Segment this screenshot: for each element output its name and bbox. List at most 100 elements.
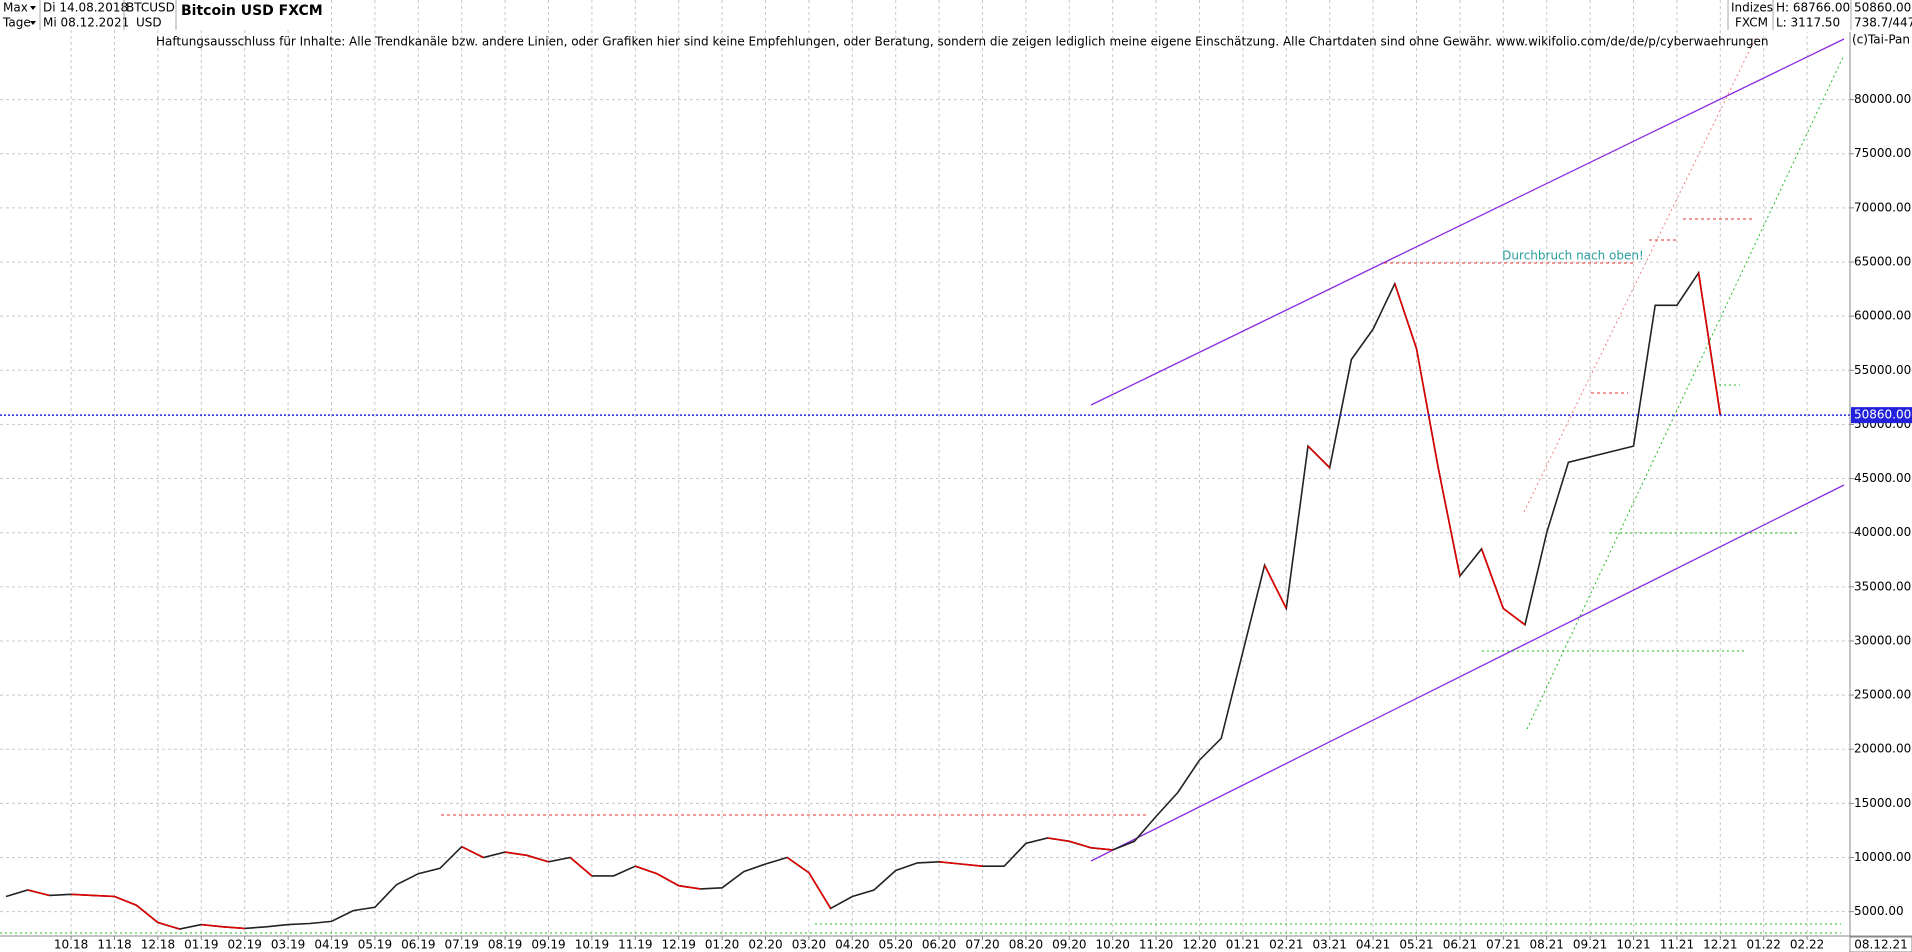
y-tick-label: 15000.00 xyxy=(1854,796,1911,810)
x-tick-label: 04.20 xyxy=(835,938,869,952)
falling-segment xyxy=(526,854,549,863)
x-tick-label: 11.18 xyxy=(97,938,131,952)
x-tick-label: 12.19 xyxy=(662,938,696,952)
date-box xyxy=(1849,936,1912,952)
y-tick-label: 45000.00 xyxy=(1854,471,1911,485)
date: Mi 08.12.2021 xyxy=(43,16,129,30)
x-tick-label: 12.21 xyxy=(1703,938,1737,952)
falling-segment xyxy=(504,851,527,857)
falling-segment xyxy=(678,884,701,890)
falling-segment xyxy=(1069,840,1092,849)
x-tick-label: 02.19 xyxy=(228,938,262,952)
x-tick-label: 07.21 xyxy=(1486,938,1520,952)
falling-segment xyxy=(635,865,658,875)
x-tick-label: 07.19 xyxy=(445,938,479,952)
x-tick-label: 01.21 xyxy=(1226,938,1260,952)
control[interactable]: Tage xyxy=(2,16,31,30)
x-tick-label: 09.20 xyxy=(1052,938,1086,952)
x-tick-label: 01.19 xyxy=(184,938,218,952)
y-tick-label: 55000.00 xyxy=(1854,363,1911,377)
header: Max Tage Di 14.08.2018 Mi 08.12.2021 BTC… xyxy=(0,0,1912,49)
falling-segment xyxy=(135,904,159,924)
x-tick-label: 10.20 xyxy=(1096,938,1130,952)
falling-segment xyxy=(114,895,137,906)
y-tick-label: 20000.00 xyxy=(1854,742,1911,756)
trend-diagonal xyxy=(1523,36,1757,513)
header-box xyxy=(1728,0,1912,32)
annotation: Durchbruch nach oben! xyxy=(1502,249,1644,263)
copyright: (c)Tai-Pan xyxy=(1852,33,1910,47)
info: 738.7/447 xyxy=(1854,16,1912,30)
exchange: Indizes xyxy=(1731,1,1773,15)
y-tick-label: 5000.00 xyxy=(1854,904,1904,918)
x-tick-label: 03.19 xyxy=(271,938,305,952)
falling-segment xyxy=(1394,283,1418,349)
x-tick-label: 06.19 xyxy=(401,938,435,952)
x-tick-label: 05.19 xyxy=(358,938,392,952)
falling-segment xyxy=(656,873,680,887)
y-tick-label: 35000.00 xyxy=(1854,579,1911,593)
header-box xyxy=(0,0,300,30)
falling-segment xyxy=(1697,272,1722,416)
plot xyxy=(0,270,1850,930)
x-tick-label: 09.21 xyxy=(1573,938,1607,952)
x-tick-label: 10.19 xyxy=(575,938,609,952)
x-tick-label: 09.19 xyxy=(531,938,565,952)
disclaimer: Haftungsausschluss für Inhalte: Alle Tre… xyxy=(156,35,1769,49)
falling-segment xyxy=(960,863,983,867)
y-tick-label: 60000.00 xyxy=(1854,309,1911,323)
x-tick-label: 02.20 xyxy=(748,938,782,952)
low: L: 3117.50 xyxy=(1776,16,1840,30)
falling-segment xyxy=(461,845,484,859)
grid xyxy=(0,0,1850,936)
last-price-box xyxy=(1851,407,1912,424)
y-tick-label: 75000.00 xyxy=(1854,146,1911,160)
x-tick-label: 02.22 xyxy=(1790,938,1824,952)
falling-segment xyxy=(808,872,832,909)
x-tick-label: 12.18 xyxy=(141,938,175,952)
x-tick-label: 10.18 xyxy=(54,938,88,952)
last-price-label: 50860.00 xyxy=(1854,408,1911,422)
control[interactable]: Max xyxy=(3,1,28,15)
channel-upper xyxy=(1090,38,1845,406)
date: Di 14.08.2018 xyxy=(43,1,128,15)
y-tick-label: 70000.00 xyxy=(1854,200,1911,214)
falling-segment xyxy=(157,921,180,930)
falling-segment xyxy=(1415,348,1439,468)
x-tick-label: 04.21 xyxy=(1356,938,1390,952)
trend-diagonal xyxy=(1526,54,1845,730)
symbol: BTCUSD xyxy=(126,1,175,15)
falling-segment xyxy=(1090,846,1113,851)
falling-segment xyxy=(1480,548,1505,609)
falling-segment xyxy=(1502,607,1526,626)
y-tick-label: 10000.00 xyxy=(1854,850,1911,864)
x-tick-label: 08.19 xyxy=(488,938,522,952)
currency: USD xyxy=(136,16,162,30)
falling-segment xyxy=(1307,445,1331,469)
y-tick-label: 30000.00 xyxy=(1854,633,1911,647)
x-tick-label: 03.20 xyxy=(792,938,826,952)
falling-segment xyxy=(71,893,93,897)
x-tick-label: 01.22 xyxy=(1747,938,1781,952)
last: 50860.00 xyxy=(1854,1,1911,15)
axes: 5000.00 10000.00 15000.00 20000.00 25000.00 3… xyxy=(54,92,1912,952)
high: H: 68766.00 xyxy=(1776,1,1850,15)
x-tick-label: 11.19 xyxy=(618,938,652,952)
x-tick-label: 10.21 xyxy=(1616,938,1650,952)
x-tick-label: 06.21 xyxy=(1443,938,1477,952)
falling-segment xyxy=(569,856,593,877)
y-tick-label: 25000.00 xyxy=(1854,688,1911,702)
falling-segment xyxy=(27,889,50,897)
x-tick-label: 11.21 xyxy=(1660,938,1694,952)
chart-title: Bitcoin USD FXCM xyxy=(181,3,323,19)
falling-segment xyxy=(222,925,245,930)
y-tick-label: 80000.00 xyxy=(1854,92,1911,106)
x-tick-label: 08.20 xyxy=(1009,938,1043,952)
x-tick-label: 06.20 xyxy=(922,938,956,952)
exchange: FXCM xyxy=(1735,16,1768,30)
y-tick-label: 40000.00 xyxy=(1854,525,1911,539)
falling-segment xyxy=(1263,564,1288,609)
x-tick-label: 08.21 xyxy=(1530,938,1564,952)
axis-panel xyxy=(1850,0,1912,952)
